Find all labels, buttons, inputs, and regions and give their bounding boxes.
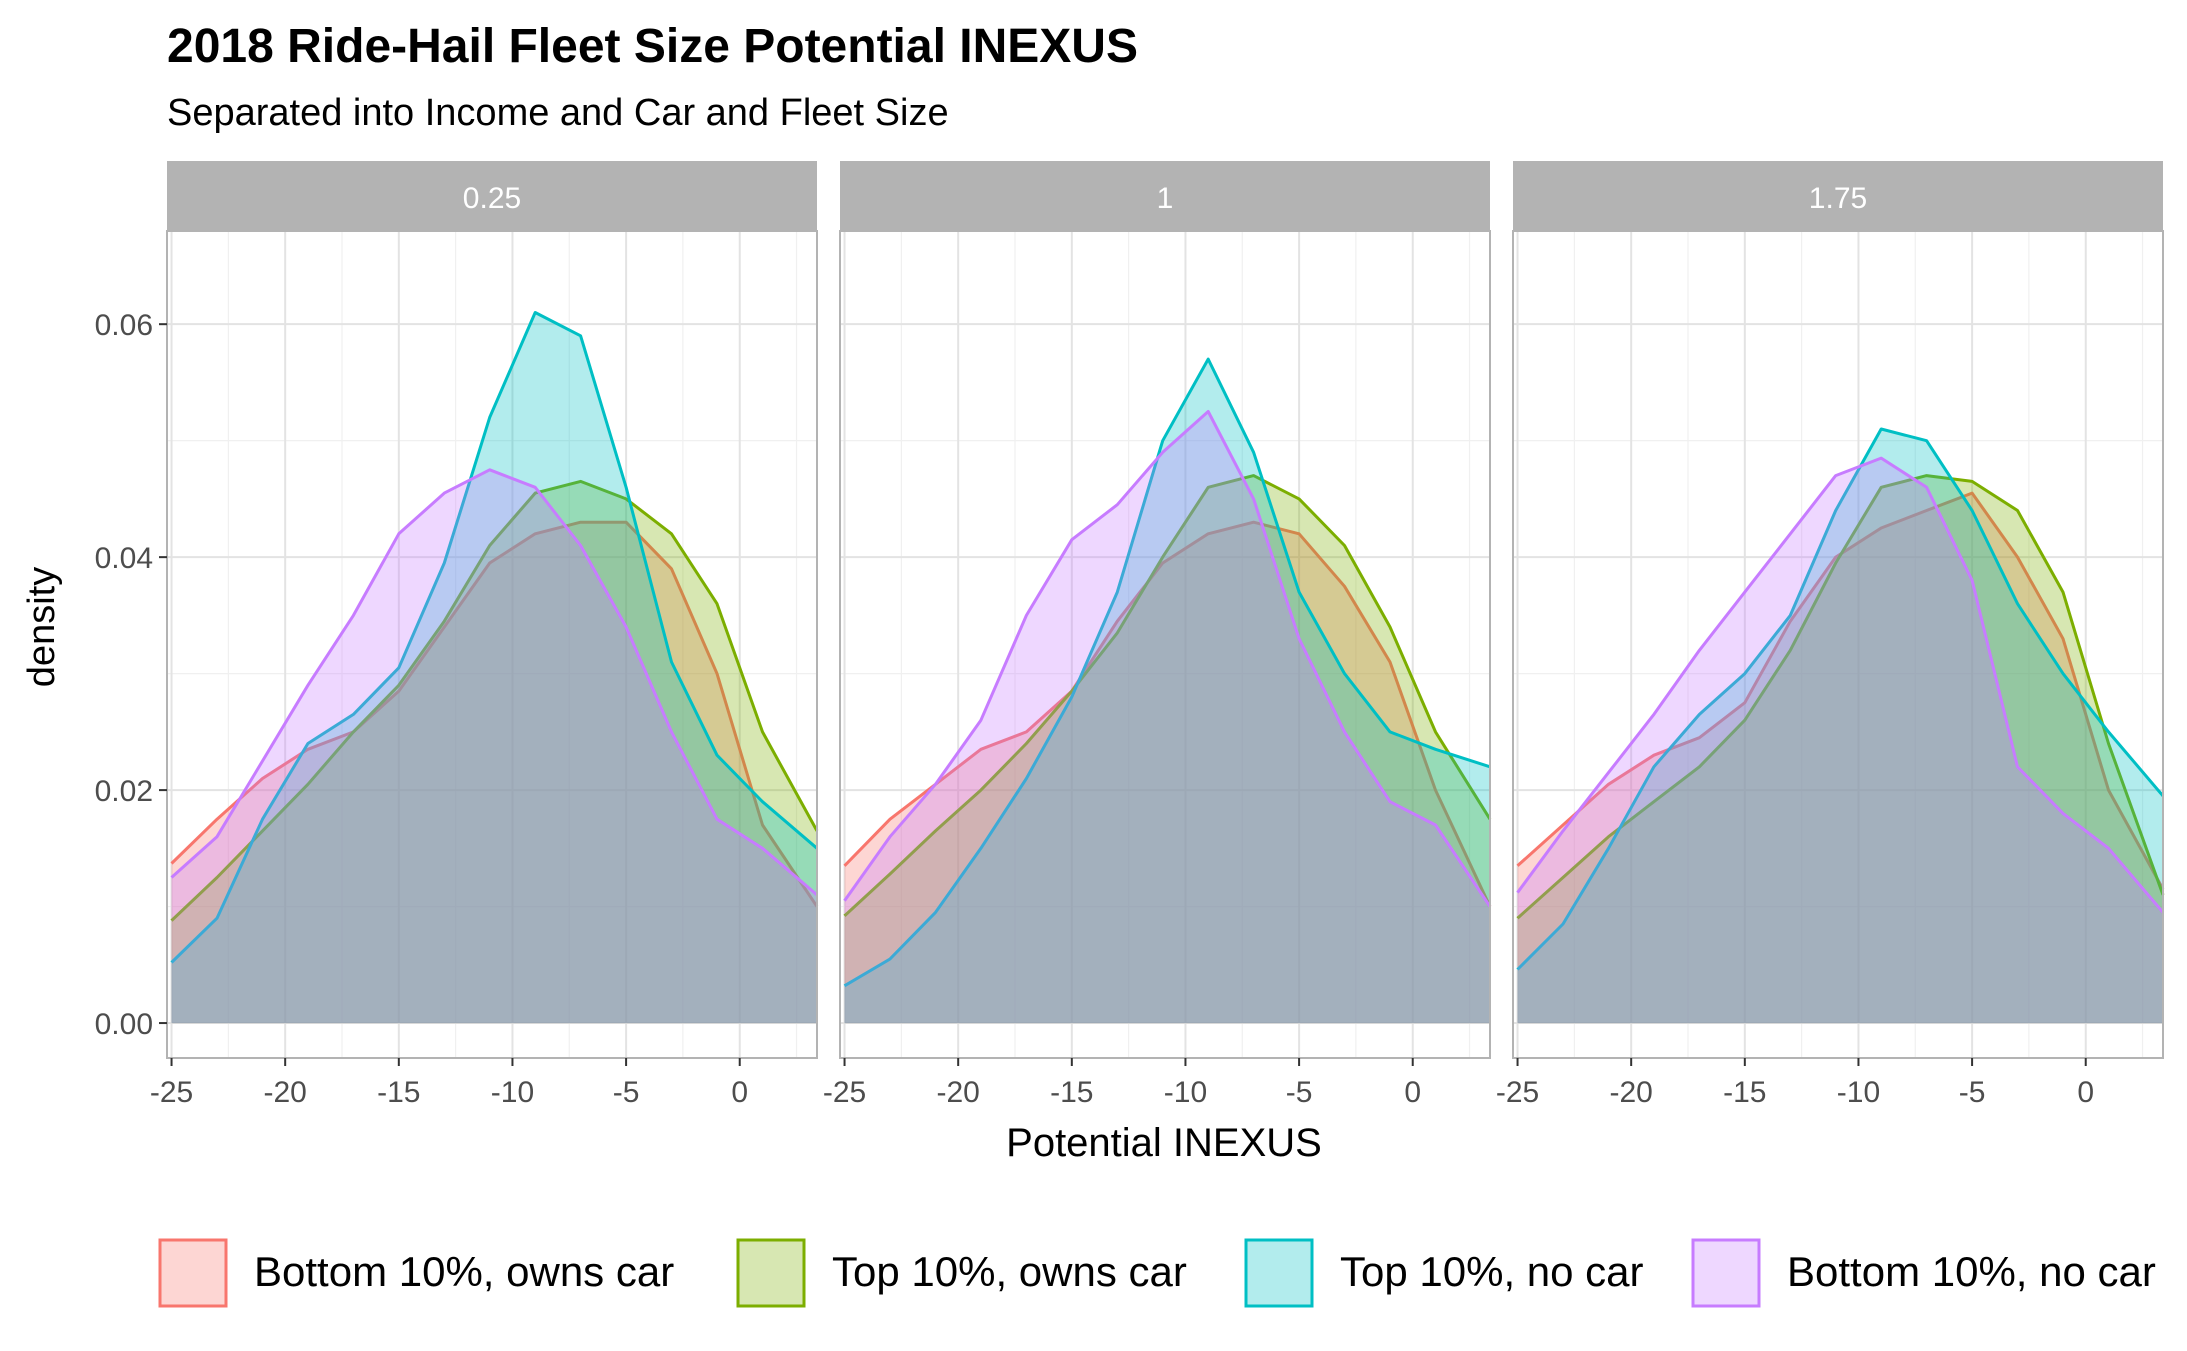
legend-item-bottom-10-no-car: Bottom 10%, no car [1691,1238,2156,1308]
chart-subtitle: Separated into Income and Car and Fleet … [167,92,949,134]
facet-panel-1: 0.25 -25 -20 -15 -10 -5 0 0.00 0.02 0.04 0.06 [95,161,819,1109]
x-tick-label: 0 [731,1076,748,1109]
x-tick-label: -25 [823,1076,866,1109]
x-tick-label: -10 [1164,1076,1207,1109]
y-axis-label: density [21,567,63,687]
legend-item-top-10-no-car: Top 10%, no car [1244,1238,1644,1308]
y-tick-label: 0.04 [95,542,153,575]
legend-key [736,1238,806,1308]
x-tick-label: -5 [1959,1076,1986,1109]
y-tick-label: 0.00 [95,1008,153,1041]
density-line-top-10-owns-car [1516,474,2165,920]
density-area-bottom-10-no-car [171,469,817,1024]
density-area-top-10-no-car [844,359,1490,1024]
legend-label: Top 10%, no car [1340,1248,1644,1295]
density-area-top-10-owns-car [844,475,1490,1024]
density-area-bottom-10-no-car [844,411,1490,1024]
facet-strip [840,161,1490,231]
density-area-top-10-owns-car [1517,475,2163,1024]
x-tick-label: -20 [264,1076,307,1109]
x-axis-label: Potential INEXUS [1006,1121,1322,1165]
density-line-bottom-10-no-car [170,468,818,897]
legend: Bottom 10%, owns car Top 10%, owns car Top… [158,1238,2156,1308]
density-area-bottom-10-no-car [1517,458,2163,1024]
x-tick-label: -10 [1837,1076,1880,1109]
density-line-top-10-owns-car [843,474,1492,918]
panel-border [839,230,1491,1059]
facet-panel-3: 1.75 -25 -20 -15 -10 -5 0 [1496,161,2165,1109]
density-area-top-10-no-car [1517,429,2163,1024]
density-line-top-10-owns-car [170,479,819,922]
x-tick-label: -10 [491,1076,534,1109]
density-line-bottom-10-owns-car [170,520,819,908]
legend-key [1691,1238,1761,1308]
panel-background [1513,231,2163,1058]
legend-label: Bottom 10%, owns car [254,1248,674,1295]
panel-background [840,231,1490,1058]
panel-border [166,230,818,1059]
density-area-top-10-no-car [171,312,817,1024]
x-tick-label: -5 [1286,1076,1313,1109]
density-line-bottom-10-owns-car [843,520,1492,908]
facet-strip-label: 0.25 [463,182,521,215]
x-tick-label: -15 [1723,1076,1766,1109]
x-tick-label: -25 [1496,1076,1539,1109]
density-line-top-10-no-car [843,357,1491,988]
density-line-bottom-10-owns-car [1516,491,2165,890]
facet-strip-label: 1 [1157,182,1174,215]
x-tick-label: -15 [1050,1076,1093,1109]
x-tick-label: -15 [377,1076,420,1109]
facet-strip [167,161,817,231]
legend-item-bottom-10-owns-car: Bottom 10%, owns car [158,1238,674,1308]
legend-key [158,1238,228,1308]
x-tick-label: -5 [613,1076,640,1109]
legend-label: Top 10%, owns car [832,1248,1187,1295]
density-line-top-10-no-car [1516,427,2165,971]
x-tick-label: -20 [937,1076,980,1109]
x-tick-label: 0 [1404,1076,1421,1109]
density-line-bottom-10-no-car [843,410,1492,908]
chart-title: 2018 Ride-Hail Fleet Size Potential INEX… [167,20,1138,73]
facet-strip-label: 1.75 [1809,182,1867,215]
density-area-bottom-10-owns-car [171,522,817,1024]
density-area-bottom-10-owns-car [1517,493,2163,1024]
y-tick-label: 0.06 [95,309,153,342]
density-area-top-10-owns-car [171,481,817,1024]
legend-item-top-10-owns-car: Top 10%, owns car [736,1238,1187,1308]
density-line-bottom-10-no-car [1516,456,2165,914]
legend-key [1244,1238,1314,1308]
x-tick-label: -25 [150,1076,193,1109]
panel-border [1512,230,2164,1059]
x-tick-label: 0 [2077,1076,2094,1109]
facet-panel-2: 1 -25 -20 -15 -10 -5 0 [823,161,1492,1109]
y-tick-label: 0.02 [95,775,153,808]
density-line-top-10-no-car [170,311,818,964]
panel-background [167,231,817,1058]
legend-label: Bottom 10%, no car [1787,1248,2156,1295]
facet-strip [1513,161,2163,231]
x-tick-label: -20 [1610,1076,1653,1109]
facet-panels: 0.25 -25 -20 -15 -10 -5 0 0.00 0.02 0.04 0.06 1 -25 -… [95,161,2165,1109]
